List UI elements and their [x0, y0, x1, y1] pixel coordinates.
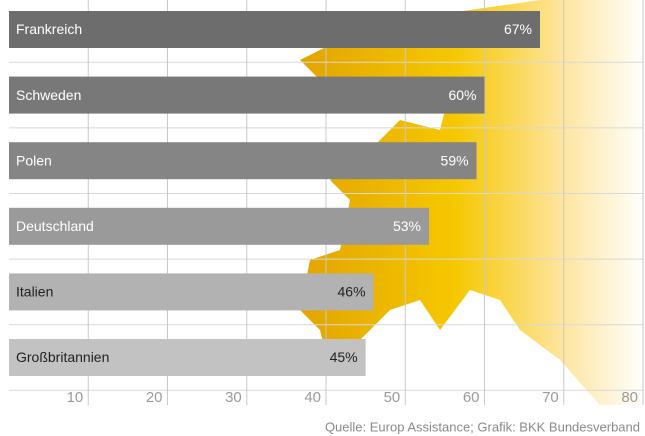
- bar: [9, 76, 485, 114]
- x-tick-label: 50: [384, 389, 401, 406]
- source-note: Quelle: Europ Assistance; Grafik: BKK Bu…: [325, 419, 640, 434]
- bar: [9, 207, 430, 245]
- category-label: Polen: [16, 152, 52, 168]
- value-label: 59%: [441, 152, 469, 168]
- x-tick-label: 20: [146, 389, 163, 406]
- x-tick-label: 40: [304, 389, 321, 406]
- category-label: Großbritannien: [16, 349, 109, 365]
- category-label: Deutschland: [16, 218, 94, 234]
- x-tick-label: 60: [463, 389, 480, 406]
- value-label: 60%: [448, 87, 476, 103]
- map-background: [300, 0, 645, 405]
- bar: [9, 339, 366, 376]
- value-label: 67%: [504, 21, 532, 37]
- bar: [9, 142, 477, 180]
- x-tick-label: 10: [67, 389, 84, 406]
- category-label: Frankreich: [16, 21, 82, 37]
- value-label: 46%: [338, 284, 366, 300]
- category-label: Schweden: [16, 87, 81, 103]
- x-tick-label: 80: [621, 389, 638, 406]
- bar: [9, 11, 540, 48]
- value-label: 53%: [393, 218, 421, 234]
- category-label: Italien: [16, 284, 53, 300]
- bar: [9, 273, 374, 311]
- x-tick-label: 30: [225, 389, 242, 406]
- value-label: 45%: [330, 349, 358, 365]
- x-tick-label: 70: [542, 389, 559, 406]
